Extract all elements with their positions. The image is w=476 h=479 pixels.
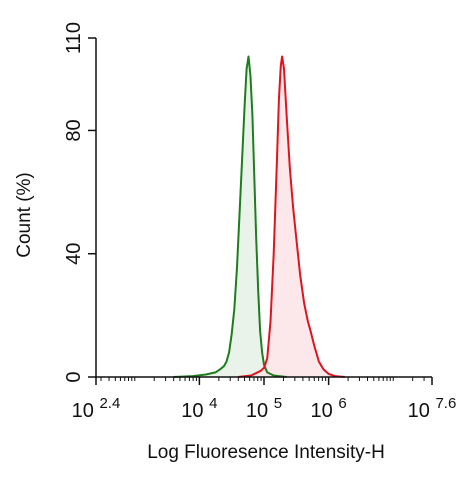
x-tick-base: 10 bbox=[311, 400, 339, 422]
x-tick-base: 10 bbox=[246, 400, 274, 422]
x-ticks: 10 2.4 10 4 10 5 10 6 10 7.6 bbox=[72, 377, 457, 422]
x-tick-exponent: 2.4 bbox=[99, 395, 120, 412]
x-tick-exponent: 5 bbox=[274, 395, 282, 412]
x-tick-label: 10 7.6 bbox=[408, 395, 457, 422]
x-tick-label: 10 2.4 bbox=[72, 395, 121, 422]
x-tick-label: 10 4 bbox=[181, 395, 217, 422]
series-1-line bbox=[173, 55, 287, 378]
x-axis-label: Log Fluoresence Intensity-H bbox=[147, 442, 385, 463]
series-lines bbox=[173, 55, 345, 378]
y-tick-label: 80 bbox=[63, 119, 85, 141]
y-tick-label: 40 bbox=[63, 243, 85, 265]
x-tick-exponent: 6 bbox=[338, 395, 346, 412]
y-axis-label: Count (%) bbox=[14, 172, 35, 258]
axes bbox=[95, 38, 432, 378]
y-ticks: 0 40 80 110 bbox=[63, 22, 96, 383]
x-tick-base: 10 bbox=[408, 400, 436, 422]
x-tick-label: 10 5 bbox=[246, 395, 282, 422]
x-tick-label: 10 6 bbox=[311, 395, 347, 422]
x-tick-exponent: 7.6 bbox=[435, 395, 456, 412]
series-2-fill bbox=[238, 56, 345, 377]
series-2-line bbox=[238, 55, 345, 378]
x-tick-base: 10 bbox=[181, 400, 209, 422]
x-tick-base: 10 bbox=[72, 400, 100, 422]
y-tick-label: 110 bbox=[63, 22, 85, 54]
x-tick-exponent: 4 bbox=[209, 395, 217, 412]
y-tick-label: 0 bbox=[63, 371, 85, 382]
